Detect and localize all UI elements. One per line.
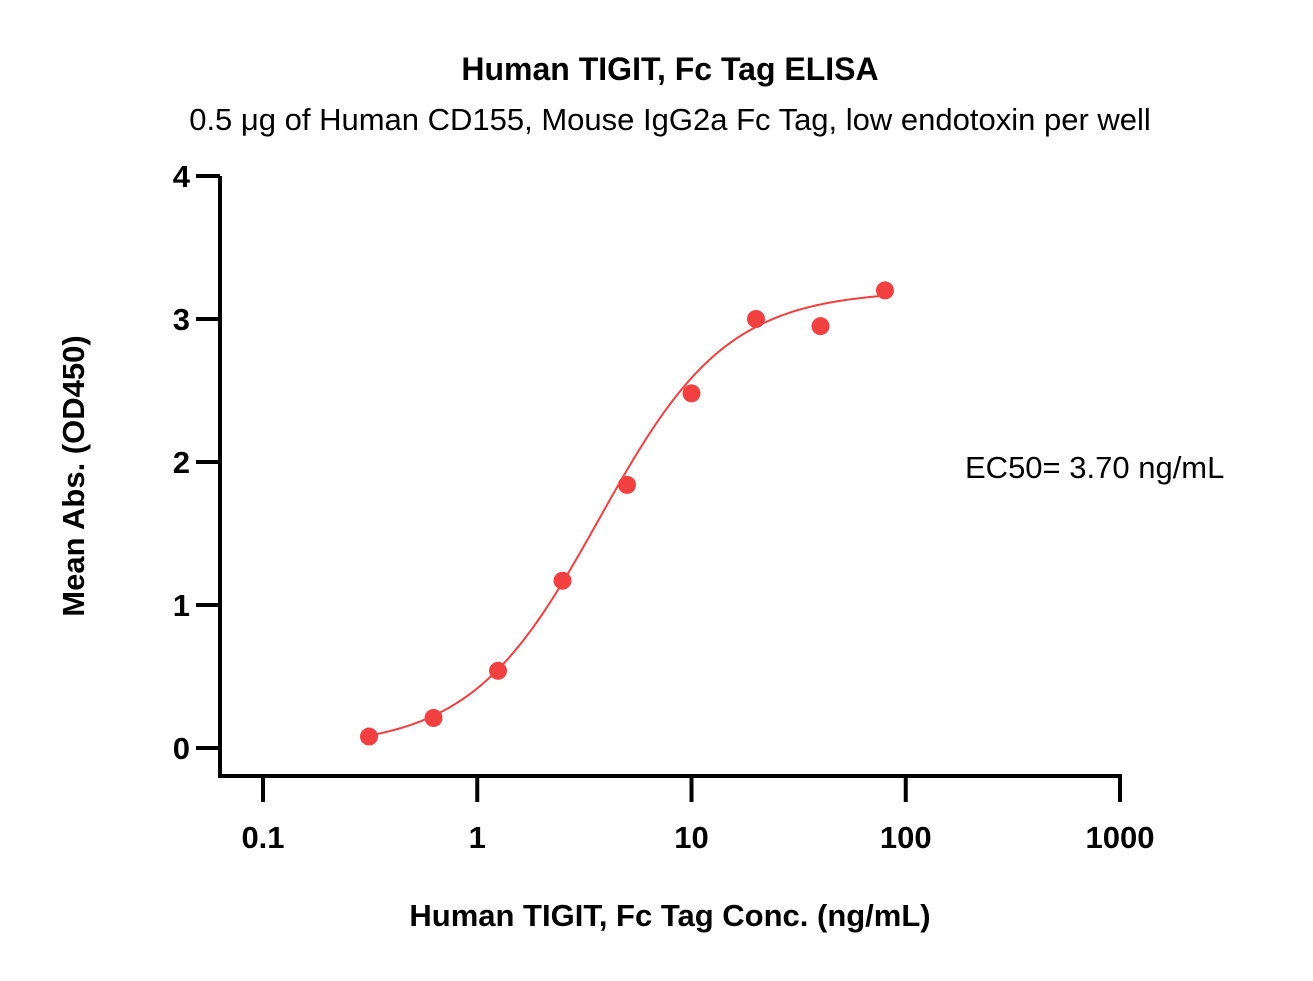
fit-curve-layer xyxy=(368,294,886,737)
x-tick-label: 10 xyxy=(674,820,708,855)
data-point xyxy=(746,310,765,328)
ec50-annotation: EC50= 3.70 ng/mL xyxy=(965,450,1224,485)
x-tick-label: 1 xyxy=(469,820,486,855)
data-point xyxy=(360,727,379,746)
x-tick-label: 1000 xyxy=(1086,820,1155,855)
axes xyxy=(218,176,1122,778)
y-axis-ticks: 0 1 2 3 4 xyxy=(173,159,220,766)
data-point xyxy=(875,281,894,300)
x-tick-label: 0.1 xyxy=(241,820,284,855)
y-axis-label: Mean Abs. (OD450) xyxy=(56,335,91,616)
y-tick-label: 2 xyxy=(173,445,190,480)
fit-curve xyxy=(368,294,886,737)
data-points xyxy=(360,281,894,746)
data-point xyxy=(618,475,637,494)
chart-subtitle: 0.5 μg of Human CD155, Mouse IgG2a Fc Ta… xyxy=(189,102,1151,137)
x-tick-label: 100 xyxy=(880,820,932,855)
data-point xyxy=(553,571,572,590)
data-point xyxy=(424,708,443,727)
chart-title: Human TIGIT, Fc Tag ELISA xyxy=(461,51,878,87)
y-tick-label: 1 xyxy=(173,588,190,623)
data-point xyxy=(489,661,508,680)
y-tick-label: 4 xyxy=(173,159,191,194)
x-axis-label: Human TIGIT, Fc Tag Conc. (ng/mL) xyxy=(409,898,930,933)
data-point xyxy=(811,317,830,336)
y-tick-label: 0 xyxy=(173,731,190,766)
x-axis-ticks: 0.1 1 10 100 1000 xyxy=(241,776,1154,855)
data-point xyxy=(682,384,701,403)
y-tick-label: 3 xyxy=(173,302,190,337)
